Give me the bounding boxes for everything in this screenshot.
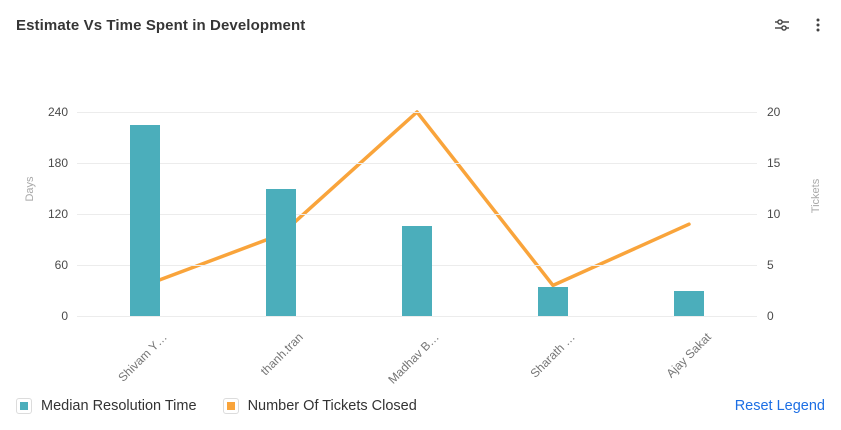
gridline	[77, 315, 757, 317]
chart-settings-button[interactable]	[771, 14, 793, 36]
left-axis-tick-label: 60	[54, 258, 68, 272]
chart-bar-Sharath …[interactable]	[538, 287, 568, 316]
gridline	[77, 111, 757, 113]
legend-item-tickets-closed[interactable]: Number Of Tickets Closed	[222, 398, 417, 414]
sliders-icon	[775, 19, 789, 31]
reset-legend-link[interactable]: Reset Legend	[734, 398, 825, 414]
legend-swatch-line-series	[222, 398, 239, 414]
right-axis-tick-label: 15	[767, 156, 781, 170]
legend-items: Median Resolution Time Number Of Tickets…	[16, 398, 417, 414]
right-axis-tick-label: 5	[767, 258, 774, 272]
right-axis-tick-label: 0	[767, 309, 774, 323]
header-actions	[771, 14, 827, 36]
chart-bar-thanh.tran[interactable]	[266, 188, 296, 316]
chart-bar-Ajay Sakat[interactable]	[674, 291, 704, 316]
page-title: Estimate Vs Time Spent in Development	[16, 16, 306, 34]
legend: Median Resolution Time Number Of Tickets…	[16, 398, 825, 414]
right-axis-tick-label: 20	[767, 105, 781, 119]
legend-swatch-bar-series	[16, 398, 32, 414]
gridline	[77, 162, 757, 164]
chart-bar-Shivam Y…[interactable]	[130, 124, 160, 316]
left-axis-tick-label: 0	[61, 309, 68, 323]
kebab-menu-icon	[816, 18, 820, 32]
gridline	[77, 213, 757, 215]
left-axis-tick-label: 240	[47, 105, 68, 119]
left-axis-tick-label: 120	[47, 207, 68, 221]
legend-label: Number Of Tickets Closed	[247, 398, 417, 414]
legend-item-median-resolution-time[interactable]: Median Resolution Time	[16, 398, 197, 414]
right-axis-tick-label: 10	[767, 207, 781, 221]
chart-bar-Madhav B…[interactable]	[402, 225, 432, 316]
left-axis-tick-label: 180	[47, 156, 68, 170]
card-header: Estimate Vs Time Spent in Development	[16, 14, 827, 36]
more-options-button[interactable]	[809, 14, 827, 36]
legend-label: Median Resolution Time	[41, 398, 197, 414]
